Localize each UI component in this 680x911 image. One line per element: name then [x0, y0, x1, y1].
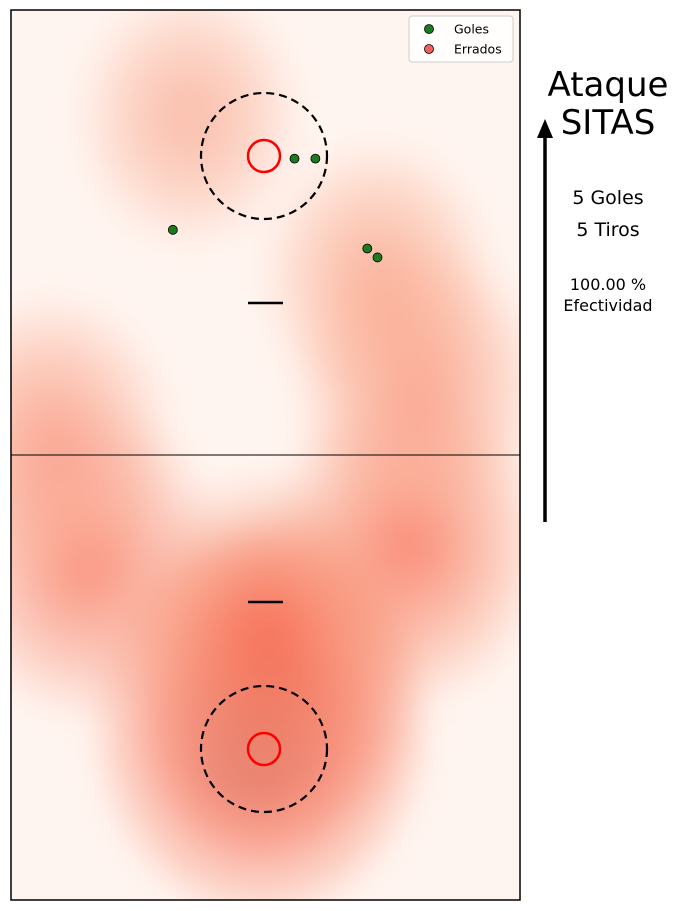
shot-markers	[167, 153, 383, 263]
gol-point-3	[362, 243, 373, 254]
heatmap-blob-7-3	[155, 76, 224, 157]
title-line-2: SITAS	[560, 103, 656, 143]
legend-marker-errados	[424, 44, 434, 54]
stat-tiros: 5 Tiros	[576, 219, 640, 241]
heatmap-blob-6-3	[343, 237, 412, 317]
attack-direction-arrow	[537, 119, 553, 522]
gol-point-1	[310, 153, 321, 164]
gol-point-4	[372, 252, 383, 263]
heatmap-blob-2-3	[374, 504, 443, 584]
stat-efectividad-label: Efectividad	[563, 296, 653, 315]
stat-efectividad-value: 100.00 %	[569, 275, 647, 294]
stat-goles: 5 Goles	[572, 187, 644, 209]
gol-point-2	[167, 224, 178, 235]
title-line-1: Ataque	[547, 65, 669, 105]
gol-point-0	[289, 153, 300, 164]
top-zone-circle	[199, 91, 329, 221]
heatmap-blob-5-3	[17, 397, 86, 478]
bottom-zone-circle	[199, 684, 329, 814]
bottom-hoop	[246, 731, 282, 767]
court	[11, 91, 520, 814]
legend-box	[408, 15, 514, 63]
chart-title: Ataque SITAS	[538, 66, 678, 142]
heatmap-blob-8-3	[231, 593, 300, 673]
heatmap-density	[11, 10, 520, 900]
legend-label-errados: Errados	[454, 42, 502, 57]
top-hoop	[246, 138, 282, 174]
legend-label-goles: Goles	[454, 22, 489, 37]
court-frame	[10, 9, 521, 901]
legend: Goles Errados	[408, 15, 514, 63]
legend-marker-goles	[424, 24, 434, 34]
